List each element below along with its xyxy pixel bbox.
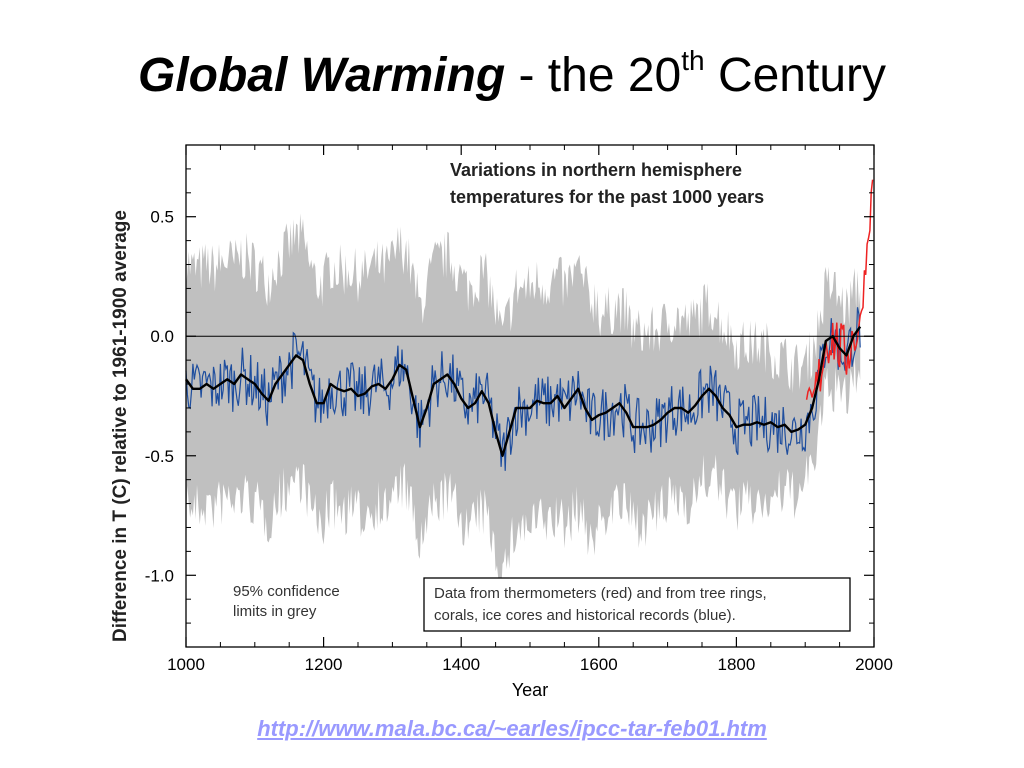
chart-svg: 1000 1200 1400 1600 1800 2000 0.5 0.0 -0.5 -1.0 V… <box>110 144 893 700</box>
data-note-line-1: Data from thermometers (red) and from tr… <box>434 585 767 602</box>
confidence-note-line-1: 95% confidence <box>233 583 340 600</box>
data-note-line-2: corals, ice cores and historical records… <box>434 607 736 624</box>
axes-layer: 1000 1200 1400 1600 1800 2000 0.5 0.0 -0.5 -1.0 <box>145 144 893 674</box>
temperature-chart: 1000 1200 1400 1600 1800 2000 0.5 0.0 -0.5 -1.0 V… <box>100 135 900 705</box>
slide-title: Global Warming - the 20th Century <box>0 45 1024 103</box>
y-axis-label: Difference in T (C) relative to 1961-190… <box>110 210 131 642</box>
x-tick-label: 1000 <box>167 655 205 674</box>
title-end: Century <box>704 49 887 102</box>
proxy-series-line <box>185 307 861 471</box>
y-tick-label: -1.0 <box>145 566 174 585</box>
x-axis-label: Year <box>512 680 548 700</box>
x-tick-label: 1400 <box>442 655 480 674</box>
title-emphasis: Global Warming <box>137 49 506 102</box>
y-tick-label: 0.5 <box>150 208 174 227</box>
confidence-note-line-2: limits in grey <box>233 603 317 620</box>
title-rest: - the 20 <box>505 49 682 102</box>
source-link[interactable]: http://www.mala.bc.ca/~earles/ipcc-tar-f… <box>257 716 767 741</box>
title-superscript: th <box>681 45 705 76</box>
smoothed-series-line <box>185 326 862 457</box>
data-note-box <box>423 577 851 632</box>
proxy-series-layer <box>185 307 861 471</box>
y-tick-label: -0.5 <box>145 447 174 466</box>
x-tick-label: 1200 <box>305 655 343 674</box>
chart-subtitle: temperatures for the past 1000 years <box>450 187 764 207</box>
y-tick-label: 0.0 <box>150 327 174 346</box>
smoothed-series-layer <box>185 326 862 457</box>
chart-title: Variations in northern hemisphere <box>450 160 742 180</box>
x-tick-label: 1600 <box>580 655 618 674</box>
x-tick-label: 1800 <box>717 655 755 674</box>
x-tick-label: 2000 <box>855 655 893 674</box>
